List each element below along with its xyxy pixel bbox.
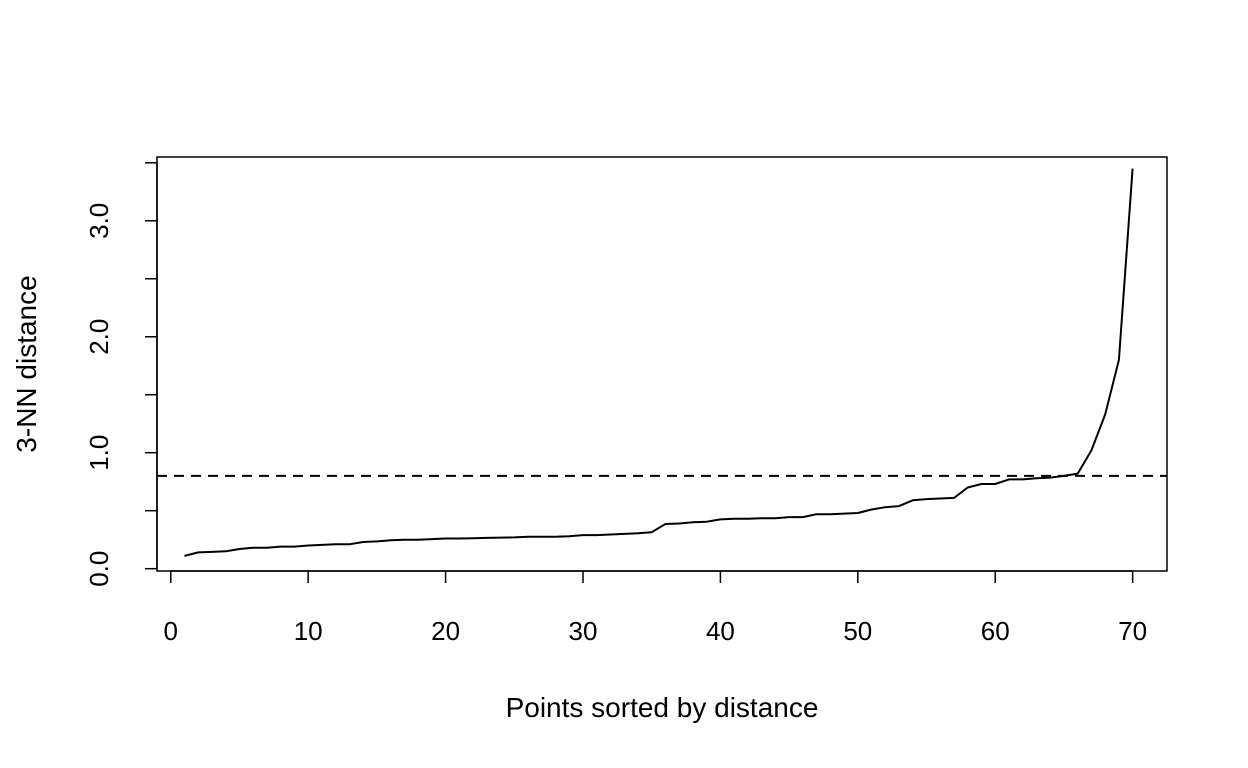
y-tick-label: 3.0 [84,203,114,239]
x-axis-title: Points sorted by distance [506,692,819,723]
y-tick-label: 1.0 [84,435,114,471]
y-tick-label: 2.0 [84,319,114,355]
x-tick-label: 20 [431,616,460,646]
x-tick-label: 10 [294,616,323,646]
x-tick-label: 30 [569,616,598,646]
plot-frame [156,156,1168,572]
knn-distance-line [184,168,1134,557]
x-tick-label: 70 [1118,616,1147,646]
y-tick-label: 0.0 [84,551,114,587]
y-axis-title: 3-NN distance [11,275,42,452]
y-axis: 0.0 1.0 2.0 3.0 [84,162,158,587]
x-tick-label: 0 [164,616,178,646]
x-axis: 0 10 20 30 40 50 60 70 [164,570,1147,646]
x-tick-label: 50 [843,616,872,646]
x-tick-label: 40 [706,616,735,646]
plot-marks [157,168,1167,557]
x-tick-label: 60 [981,616,1010,646]
